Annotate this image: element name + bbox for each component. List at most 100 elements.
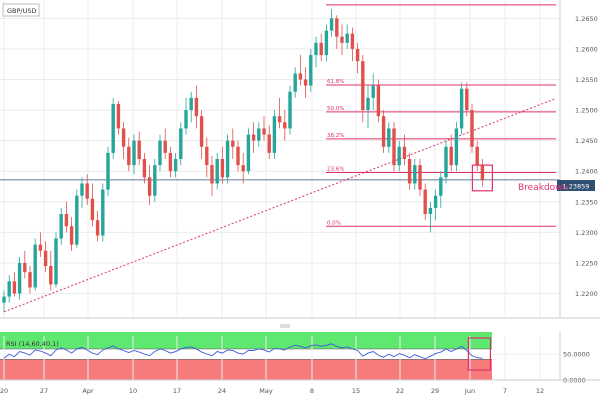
candle-body xyxy=(366,97,370,111)
candle-body xyxy=(335,18,339,37)
candle-body xyxy=(153,165,157,196)
candle-body xyxy=(127,146,131,166)
candle-body xyxy=(49,266,53,285)
candle-body xyxy=(199,116,204,147)
candle xyxy=(319,33,323,62)
candle xyxy=(127,137,131,172)
x-tick-label: Jun xyxy=(464,387,475,395)
candle-body xyxy=(246,134,251,172)
rsi-highlight-box xyxy=(467,337,491,371)
candle xyxy=(361,55,365,123)
candle xyxy=(101,183,105,242)
candle xyxy=(49,250,53,291)
candle-body xyxy=(361,61,365,111)
candle xyxy=(335,15,339,49)
candle xyxy=(433,189,438,221)
y-tick-label: 1.2500 xyxy=(575,107,598,115)
candle-body xyxy=(298,73,303,80)
candle-body xyxy=(231,140,235,147)
candle xyxy=(288,85,292,135)
candle xyxy=(90,183,95,227)
candle-body xyxy=(433,195,438,208)
candle-body xyxy=(205,146,209,166)
candle xyxy=(402,134,407,166)
candle xyxy=(428,201,433,233)
candle-body xyxy=(314,42,318,56)
candle xyxy=(355,42,360,74)
candle xyxy=(121,122,126,159)
candle-body xyxy=(215,159,219,184)
fib-level-label: 50.0% xyxy=(327,106,344,112)
x-tick-label: 17 xyxy=(173,387,181,395)
candle xyxy=(350,27,355,62)
candle-body xyxy=(75,195,79,245)
x-tick-label: 8 xyxy=(310,387,314,395)
candle-body xyxy=(28,272,32,288)
candle xyxy=(324,24,329,62)
candle xyxy=(444,140,448,184)
candle xyxy=(38,232,43,257)
candle xyxy=(251,122,256,153)
candle xyxy=(116,100,121,135)
candle-body xyxy=(59,214,63,239)
candle-body xyxy=(340,36,344,43)
candle-body xyxy=(163,140,167,153)
fib-level-label: 0.0% xyxy=(327,220,341,226)
candle xyxy=(33,238,37,291)
y-tick-label: 1.2250 xyxy=(575,259,598,267)
candle xyxy=(418,159,422,196)
candle xyxy=(75,189,79,248)
candle xyxy=(293,67,297,98)
candle-body xyxy=(241,165,245,172)
breakdown-label: Breakdown xyxy=(518,183,568,193)
candle-body xyxy=(194,97,199,117)
x-tick-label: 22 xyxy=(396,387,404,395)
y-tick-label: 1.2450 xyxy=(575,137,598,145)
fib-level-label: 61.8% xyxy=(327,79,344,85)
candle xyxy=(236,140,240,172)
candle xyxy=(387,122,391,153)
candle xyxy=(205,137,209,178)
candle-body xyxy=(381,116,386,147)
candle-body xyxy=(17,262,22,294)
candle-body xyxy=(288,91,292,129)
candle xyxy=(262,116,266,141)
rsi-neutral-zone xyxy=(0,348,492,360)
candle xyxy=(303,67,308,98)
candle xyxy=(423,183,427,221)
candle xyxy=(345,24,349,49)
candle-body xyxy=(449,146,453,166)
candle-body xyxy=(454,128,459,166)
x-tick-label: 7 xyxy=(503,387,507,395)
candle-body xyxy=(95,220,100,236)
x-tick-label: 20 xyxy=(0,387,8,395)
x-tick-label: 10 xyxy=(129,387,137,395)
candle-body xyxy=(309,55,313,86)
candle xyxy=(54,232,58,288)
candle xyxy=(111,97,115,159)
x-tick-label: 15 xyxy=(352,387,360,395)
candle xyxy=(137,131,141,166)
pane-resize-handle[interactable] xyxy=(280,324,290,328)
candle xyxy=(439,171,443,208)
candle xyxy=(257,122,261,147)
candle xyxy=(329,9,334,37)
candle xyxy=(459,82,464,135)
candle-body xyxy=(350,33,355,49)
y-tick-label: 1.2550 xyxy=(575,76,598,84)
candle-body xyxy=(142,159,147,178)
candle-body xyxy=(293,73,297,92)
candle xyxy=(184,97,188,135)
breakdown-box xyxy=(471,164,493,192)
candle xyxy=(7,275,11,303)
candle-body xyxy=(272,116,277,153)
candle xyxy=(17,256,22,300)
candle-body xyxy=(251,134,256,141)
rsi-title: RSI (14,60,40,1) xyxy=(6,340,59,348)
candle xyxy=(179,122,183,166)
candle xyxy=(194,85,199,129)
candle-body xyxy=(173,159,178,172)
candle-body xyxy=(158,140,162,166)
candle xyxy=(449,134,453,172)
candle-body xyxy=(444,146,448,178)
